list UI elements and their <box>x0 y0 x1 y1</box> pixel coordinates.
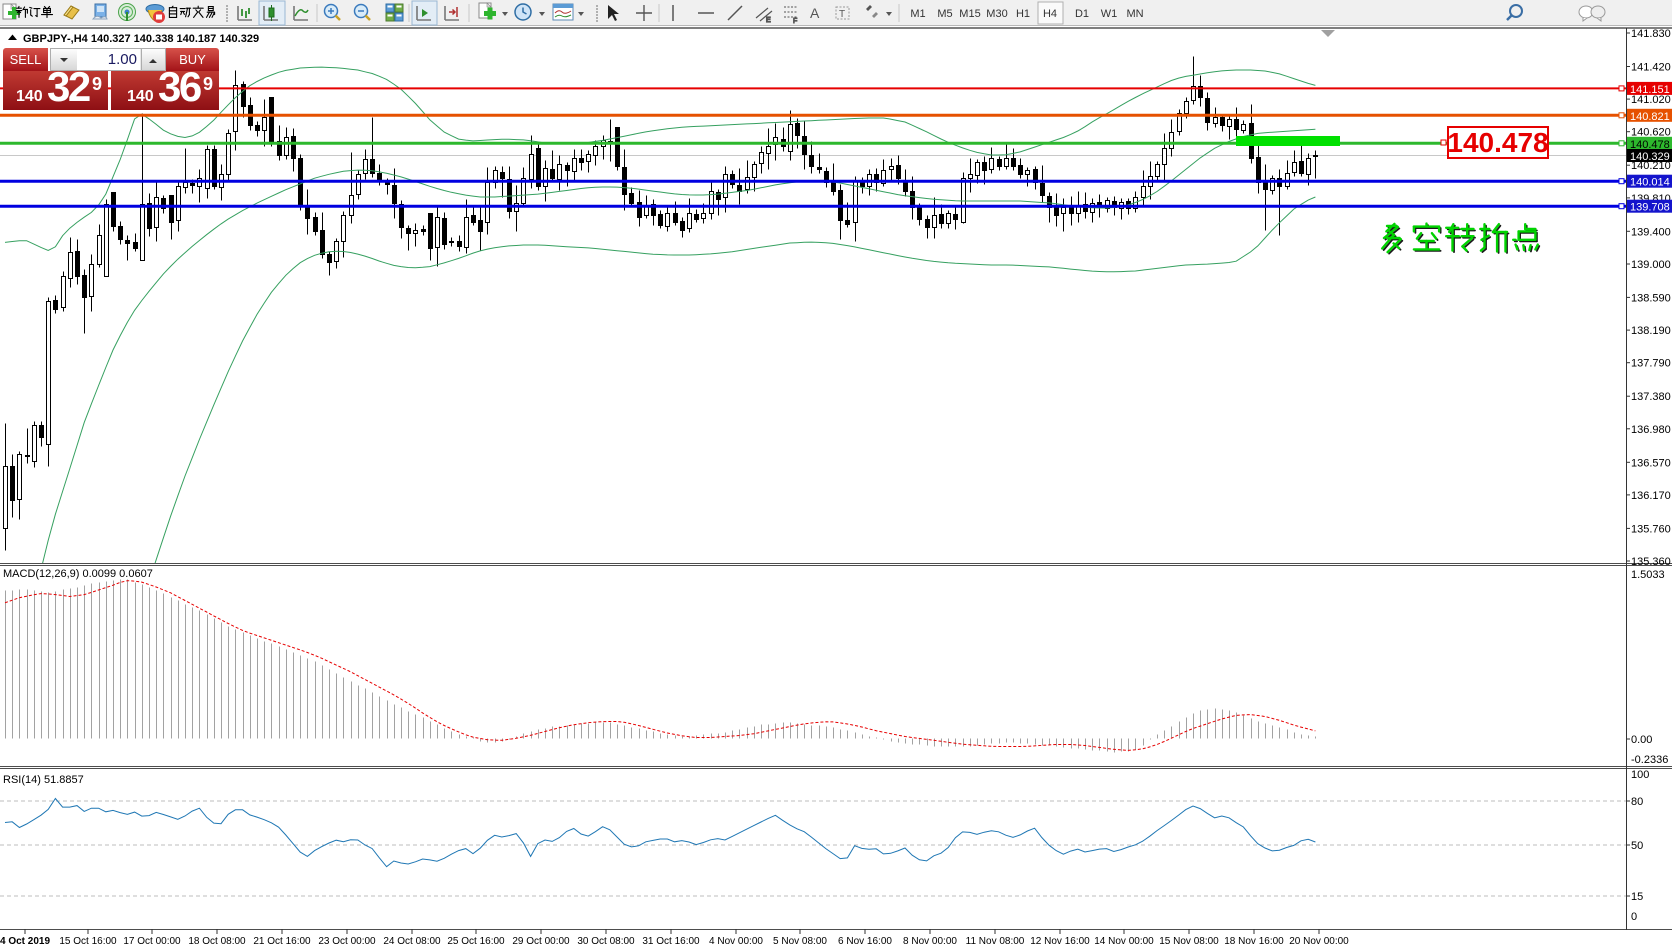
svg-text:140.210: 140.210 <box>1631 160 1671 172</box>
svg-text:136.570: 136.570 <box>1631 457 1671 469</box>
svg-text:RSI(14) 51.8857: RSI(14) 51.8857 <box>3 774 84 786</box>
svg-text:50: 50 <box>1631 840 1643 852</box>
svg-text:25 Oct 16:00: 25 Oct 16:00 <box>447 936 505 947</box>
svg-text:H1: H1 <box>1016 8 1030 20</box>
svg-text:W1: W1 <box>1101 8 1118 20</box>
svg-text:141.830: 141.830 <box>1631 28 1671 40</box>
svg-text:80: 80 <box>1631 796 1643 808</box>
svg-text:8 Nov 00:00: 8 Nov 00:00 <box>903 936 957 947</box>
svg-text:M15: M15 <box>959 8 980 20</box>
svg-text:0.00: 0.00 <box>1631 734 1652 746</box>
svg-text:E: E <box>766 17 771 24</box>
svg-text:MACD(12,26,9) 0.0099 0.0607: MACD(12,26,9) 0.0099 0.0607 <box>3 568 153 580</box>
svg-text:139.708: 139.708 <box>1630 202 1670 214</box>
svg-text:12 Nov 16:00: 12 Nov 16:00 <box>1030 936 1090 947</box>
svg-text:29 Oct 00:00: 29 Oct 00:00 <box>512 936 570 947</box>
svg-text:140.821: 140.821 <box>1630 111 1670 123</box>
svg-text:MN: MN <box>1126 8 1143 20</box>
svg-text:T: T <box>839 9 845 20</box>
svg-text:100: 100 <box>1631 769 1649 781</box>
svg-text:31 Oct 16:00: 31 Oct 16:00 <box>642 936 700 947</box>
svg-text:141.020: 141.020 <box>1631 94 1671 106</box>
svg-text:136.980: 136.980 <box>1631 424 1671 436</box>
svg-text:14 Nov 00:00: 14 Nov 00:00 <box>1094 936 1154 947</box>
svg-text:140.014: 140.014 <box>1630 177 1670 189</box>
svg-text:6 Nov 16:00: 6 Nov 16:00 <box>838 936 892 947</box>
svg-text:15: 15 <box>1631 891 1643 903</box>
svg-text:1.5033: 1.5033 <box>1631 569 1665 581</box>
svg-text:135.360: 135.360 <box>1631 556 1671 568</box>
svg-text:21 Oct 16:00: 21 Oct 16:00 <box>253 936 311 947</box>
svg-text:4 Oct 2019: 4 Oct 2019 <box>0 936 50 947</box>
svg-text:141.420: 141.420 <box>1631 62 1671 74</box>
svg-text:-0.2336: -0.2336 <box>1631 754 1668 766</box>
svg-text:M5: M5 <box>937 8 952 20</box>
svg-text:M30: M30 <box>986 8 1007 20</box>
svg-text:23 Oct 00:00: 23 Oct 00:00 <box>318 936 376 947</box>
svg-text:20 Nov 00:00: 20 Nov 00:00 <box>1289 936 1349 947</box>
svg-text:17 Oct 00:00: 17 Oct 00:00 <box>123 936 181 947</box>
svg-text:A: A <box>810 5 820 21</box>
svg-text:5 Nov 08:00: 5 Nov 08:00 <box>773 936 827 947</box>
svg-text:135.760: 135.760 <box>1631 523 1671 535</box>
svg-text:141.151: 141.151 <box>1630 84 1670 96</box>
svg-text:138.590: 138.590 <box>1631 292 1671 304</box>
svg-text:15 Nov 08:00: 15 Nov 08:00 <box>1159 936 1219 947</box>
svg-text:137.790: 137.790 <box>1631 358 1671 370</box>
svg-text:30 Oct 08:00: 30 Oct 08:00 <box>577 936 635 947</box>
svg-text:137.380: 137.380 <box>1631 391 1671 403</box>
svg-text:H4: H4 <box>1043 8 1057 20</box>
svg-text:GBPJPY-,H4 140.327 140.338 14: GBPJPY-,H4 140.327 140.338 140.187 140.3… <box>23 33 259 45</box>
svg-text:24 Oct 08:00: 24 Oct 08:00 <box>383 936 441 947</box>
svg-text:140.620: 140.620 <box>1631 127 1671 139</box>
svg-text:139.000: 139.000 <box>1631 259 1671 271</box>
svg-text:4 Nov 00:00: 4 Nov 00:00 <box>709 936 763 947</box>
svg-text:M1: M1 <box>910 8 925 20</box>
svg-text:0: 0 <box>1631 911 1637 923</box>
svg-text:15 Oct 16:00: 15 Oct 16:00 <box>59 936 117 947</box>
svg-text:140.478: 140.478 <box>1630 139 1670 151</box>
svg-text:139.400: 139.400 <box>1631 226 1671 238</box>
svg-text:11 Nov 08:00: 11 Nov 08:00 <box>966 936 1025 947</box>
svg-text:D1: D1 <box>1075 8 1089 20</box>
svg-text:F: F <box>793 18 797 25</box>
svg-text:18 Nov 16:00: 18 Nov 16:00 <box>1224 936 1284 947</box>
svg-text:136.170: 136.170 <box>1631 490 1671 502</box>
svg-text:138.190: 138.190 <box>1631 325 1671 337</box>
svg-text:18 Oct 08:00: 18 Oct 08:00 <box>188 936 246 947</box>
svg-text:140.329: 140.329 <box>1630 151 1670 163</box>
svg-text:140.478: 140.478 <box>1447 127 1548 158</box>
